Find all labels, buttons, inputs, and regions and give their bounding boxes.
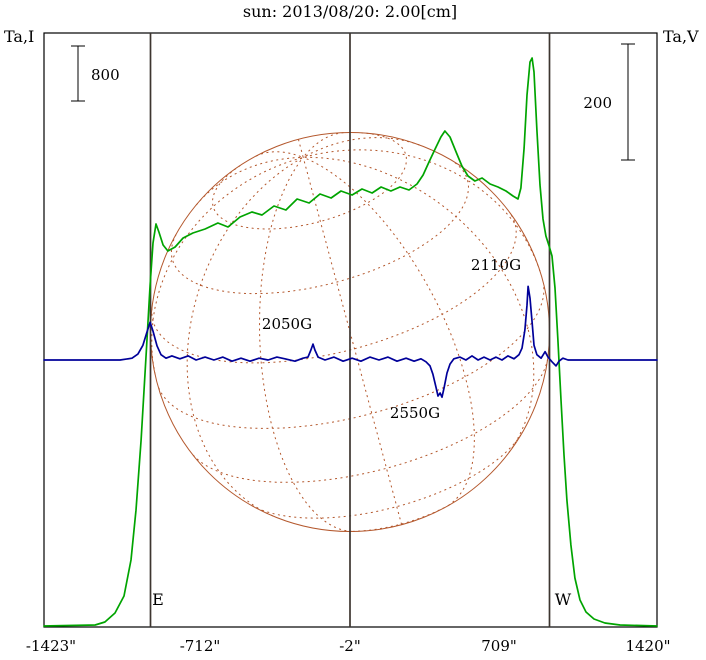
west-limb-label: W <box>555 590 572 609</box>
x-tick-label-3: -2" <box>339 637 361 655</box>
east-limb-label: E <box>152 590 164 609</box>
series-tav <box>43 285 658 399</box>
right-scale-bar <box>621 43 635 161</box>
x-tick-label-2: -712" <box>180 637 221 655</box>
annotation-2110g: 2110G <box>471 256 521 274</box>
chart-labels: sun: 2013/08/20: 2.00[cm] Ta,I Ta,V 800 … <box>4 2 699 655</box>
chart-title: sun: 2013/08/20: 2.00[cm] <box>243 2 457 21</box>
reference-lines <box>71 33 635 627</box>
series-tai <box>43 57 658 627</box>
right-axis-label: Ta,V <box>663 27 699 46</box>
heliographic-grid-lines <box>151 132 548 532</box>
x-tick-label-4: 709" <box>481 637 517 655</box>
series-curves <box>43 57 658 627</box>
left-scale-bar-label: 800 <box>91 66 120 84</box>
annotation-2550g: 2550G <box>390 404 440 422</box>
left-axis-label: Ta,I <box>4 27 34 46</box>
left-scale-bar <box>71 45 85 102</box>
right-scale-bar-label: 200 <box>583 94 612 112</box>
x-tick-label-1: -1423" <box>26 637 76 655</box>
x-tick-label-5: 1420" <box>625 637 670 655</box>
annotation-2050g: 2050G <box>262 315 312 333</box>
